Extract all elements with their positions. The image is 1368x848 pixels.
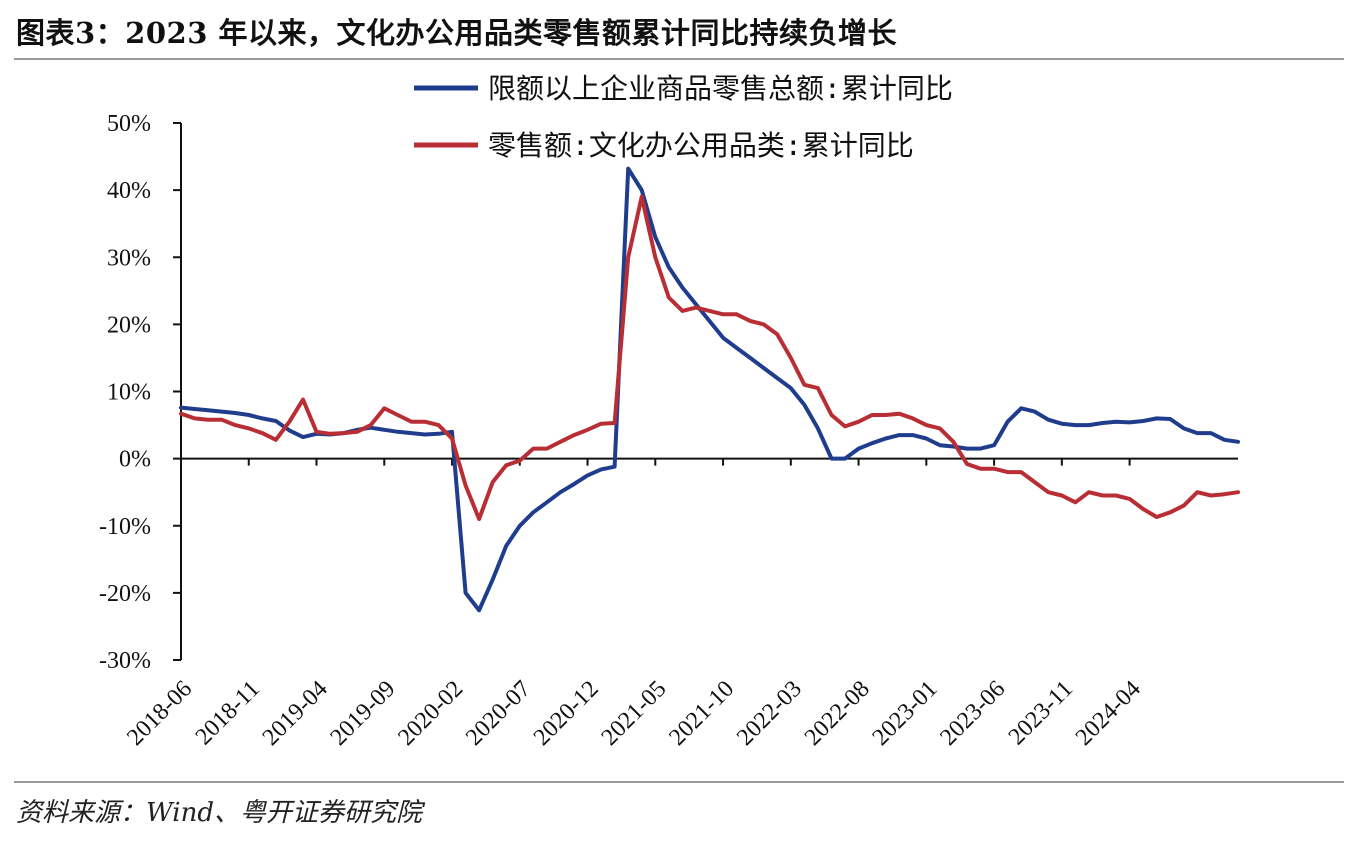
y-tick-label: 30% (107, 245, 151, 271)
y-axis-ticks (173, 122, 181, 661)
series-line-retail-total (179, 166, 1240, 613)
x-tick-label: 2020-02 (393, 676, 468, 751)
x-tick-label: 2022-03 (732, 676, 807, 751)
legend-label-retail-total: 限额以上企业商品零售总额:累计同比 (488, 72, 953, 105)
x-axis-ticks (180, 458, 1131, 466)
x-tick-label: 2019-09 (326, 676, 401, 751)
bottom-divider (14, 781, 1344, 783)
y-tick-label: 40% (107, 178, 151, 204)
x-tick-label: 2018-06 (122, 676, 197, 751)
x-tick-label: 2020-07 (461, 676, 536, 751)
series-line-office-supplies (179, 194, 1240, 521)
x-tick-label: 2021-05 (597, 676, 672, 751)
x-tick-label: 2023-06 (935, 676, 1010, 751)
legend: 限额以上企业商品零售总额:累计同比 零售额:文化办公用品类:累计同比 (414, 72, 953, 162)
y-tick-label: -20% (99, 581, 151, 607)
chart-title: 图表3：2023 年以来，文化办公用品类零售额累计同比持续负增长 (16, 16, 897, 50)
y-tick-label: -30% (99, 648, 151, 674)
x-tick-label: 2023-01 (868, 676, 943, 751)
legend-label-office-supplies: 零售额:文化办公用品类:累计同比 (488, 129, 914, 162)
y-tick-label: 50% (107, 111, 151, 137)
y-tick-label: 10% (107, 380, 151, 406)
y-tick-label: 20% (107, 312, 151, 338)
x-tick-label: 2023-11 (1004, 676, 1078, 750)
y-tick-label: 0% (119, 447, 151, 473)
top-divider (14, 58, 1344, 60)
x-tick-label: 2021-10 (664, 676, 739, 751)
source-note: 资料来源：Wind、粤开证券研究院 (16, 798, 422, 828)
x-axis-labels: 2018-062018-112019-042019-092020-022020-… (122, 676, 1146, 751)
x-tick-label: 2024-04 (1071, 676, 1146, 751)
y-axis-labels: -30% -20% -10% 0% 10% 20% 30% 40% 50% (99, 111, 151, 674)
x-tick-label: 2020-12 (529, 676, 604, 751)
x-tick-label: 2018-11 (191, 676, 265, 750)
x-tick-label: 2019-04 (258, 676, 333, 751)
series-lines (179, 166, 1240, 613)
x-tick-label: 2022-08 (800, 676, 875, 751)
line-chart: -30%-20%-10%0%10%20%30%40%50% 2018-06201… (99, 72, 1240, 751)
y-tick-label: -10% (99, 514, 151, 540)
